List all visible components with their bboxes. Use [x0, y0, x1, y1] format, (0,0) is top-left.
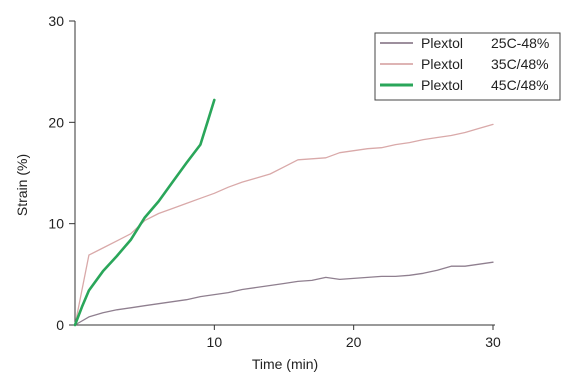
x-ticks: 10 20 30: [207, 325, 501, 350]
y-tick-label: 10: [48, 216, 64, 232]
legend-series-name: Plextol: [421, 77, 463, 93]
legend-box: [374, 32, 561, 101]
series-line-1: [74, 261, 494, 326]
y-tick-label: 20: [48, 114, 64, 130]
y-axis-title: Strain (%): [14, 154, 30, 216]
legend: Plextol 25C-48% Plextol 35C/48% Plextol 45C/4…: [374, 32, 561, 101]
x-axis-title: Time (min): [252, 356, 318, 372]
legend-series-condition: 35C/48%: [491, 56, 549, 72]
axes: [74, 21, 495, 326]
legend-series-name: Plextol: [421, 35, 463, 51]
series-line-2: [74, 123, 494, 326]
series-layer: [73, 98, 494, 327]
y-ticks: 0 10 20 30: [48, 13, 75, 333]
y-tick-label: 30: [48, 13, 64, 29]
x-tick-label: 20: [346, 334, 362, 350]
x-tick-label: 30: [485, 334, 501, 350]
y-tick-label: 0: [56, 317, 64, 333]
legend-series-name: Plextol: [421, 56, 463, 72]
legend-series-condition: 25C-48%: [491, 35, 549, 51]
x-tick-label: 10: [207, 334, 223, 350]
legend-series-condition: 45C/48%: [491, 77, 549, 93]
series-line-3: [73, 98, 216, 327]
